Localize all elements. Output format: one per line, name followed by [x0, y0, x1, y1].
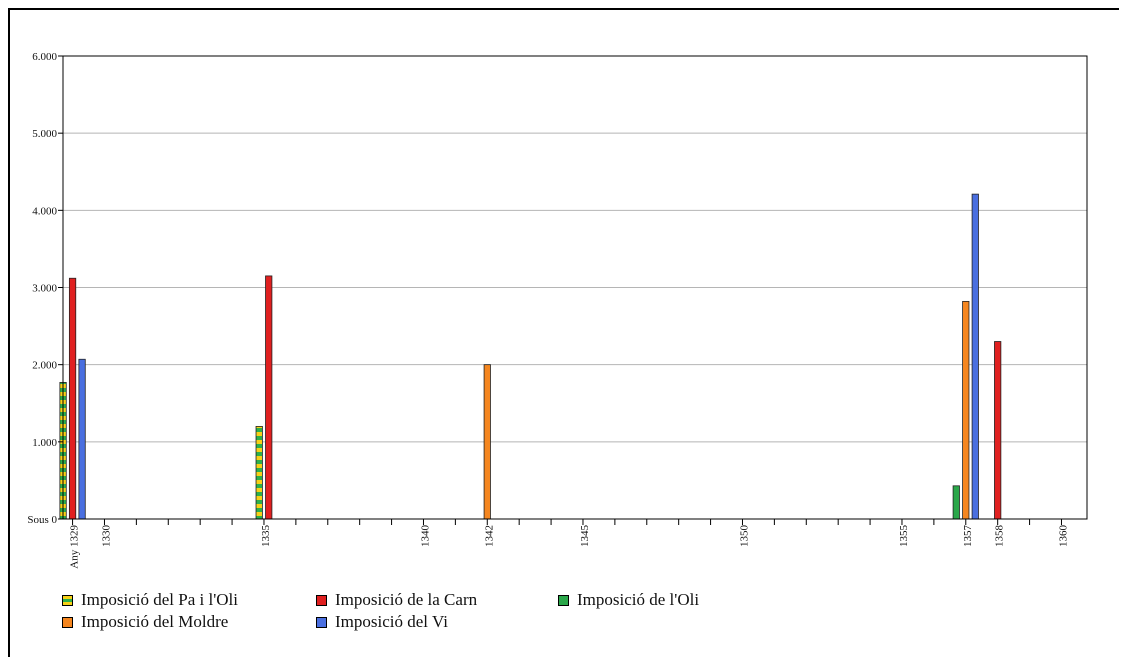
y-tick-label: 5.000 — [32, 128, 57, 140]
legend-label-carn: Imposició de la Carn — [335, 590, 478, 609]
legend-item-pa-oli: Imposició del Pa i l'Oli — [62, 590, 238, 610]
y-tick-label: 3.000 — [32, 283, 57, 295]
legend-swatch-moldre — [62, 616, 73, 628]
bar-carn-1358: Imposició de la Carn 1358: 2300 — [994, 341, 1002, 520]
x-tick-label: 1358 — [994, 525, 1006, 548]
y-tick-label: 2.000 — [32, 360, 57, 372]
bar-carn-1329: Imposició de la Carn 1329: 3120 — [68, 277, 77, 520]
bar-moldre-1357: Imposició del Moldre 1357: 2820 — [962, 300, 970, 520]
legend-swatch-pa-oli — [62, 594, 73, 606]
x-tick-label: 1342 — [483, 525, 495, 547]
axes — [58, 55, 1088, 525]
x-tick-label: 1355 — [898, 525, 910, 548]
x-tick-label: 1340 — [419, 525, 431, 548]
y-tick-label: 4.000 — [32, 205, 57, 217]
bar-chart: Imposició del Pa i l'Oli 1329: 1770Impos… — [27, 51, 1088, 569]
bar-carn-1335: Imposició de la Carn 1335: 3150 — [265, 275, 273, 520]
y-tick-label: Sous 0 — [27, 514, 57, 526]
x-tick-label: 1350 — [738, 525, 750, 548]
legend-label-pa-oli: Imposició del Pa i l'Oli — [81, 590, 238, 609]
legend-item-oli: Imposició de l'Oli — [558, 590, 699, 610]
bars: Imposició del Pa i l'Oli 1329: 1770Impos… — [59, 193, 1002, 520]
legend-label-moldre: Imposició del Moldre — [81, 612, 229, 631]
y-tick-label: 6.000 — [32, 51, 57, 63]
legend-item-moldre: Imposició del Moldre — [62, 612, 228, 632]
y-tick-label: 1.000 — [32, 437, 57, 449]
x-tick-label: 1345 — [579, 525, 591, 548]
legend-item-vi: Imposició del Vi — [316, 612, 448, 632]
legend-label-oli: Imposició de l'Oli — [577, 590, 700, 609]
legend-label-vi: Imposició del Vi — [335, 612, 448, 631]
bar-vi-1329: Imposició del Vi 1329: 2070 — [78, 358, 86, 520]
x-tick-label: Any 1329 — [69, 525, 81, 569]
legend-swatch-carn — [316, 594, 327, 606]
legend: Imposició del Pa i l'Oli Imposició de la… — [62, 590, 822, 650]
x-tick-label: 1360 — [1057, 525, 1069, 548]
bar-vi-1357: Imposició del Vi 1357: 4210 — [971, 193, 979, 520]
x-tick-label: 1357 — [962, 525, 974, 548]
legend-swatch-oli — [558, 594, 569, 606]
tick-labels: Sous 0 1.000 2.000 3.000 4.000 5.000 6.000 Any … — [27, 51, 1069, 569]
plot-area — [62, 55, 1088, 520]
legend-swatch-vi — [316, 616, 327, 628]
legend-item-carn: Imposició de la Carn — [316, 590, 477, 610]
bar-moldre-1342: Imposició del Moldre 1342: 2000 — [483, 364, 491, 520]
x-tick-label: 1335 — [260, 525, 272, 548]
chart-frame — [8, 8, 1119, 657]
bar-pa_oli_a-1335: Imposició del Pa i l'Oli 1335: 1200 — [255, 425, 263, 520]
x-tick-label: 1330 — [100, 525, 112, 548]
gridlines — [63, 55, 1087, 443]
bar-oli-1357: Imposició de l'Oli 1357: 430 — [952, 485, 960, 520]
